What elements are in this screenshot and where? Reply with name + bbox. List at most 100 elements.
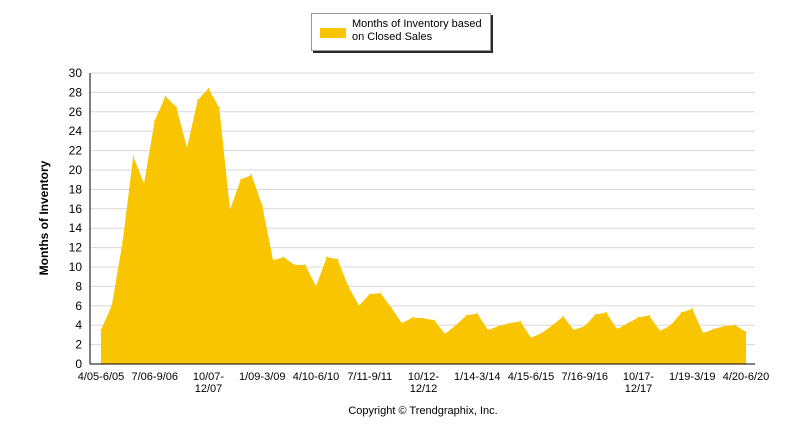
data-point	[336, 258, 339, 261]
data-point	[659, 330, 661, 332]
x-tick-label: 4/15-6/15	[508, 371, 554, 383]
data-point	[207, 87, 210, 90]
data-point	[734, 324, 737, 327]
y-tick-label: 2	[75, 338, 82, 352]
y-tick-label: 20	[69, 163, 83, 177]
data-point	[153, 119, 156, 122]
x-tick-label: 10/12-12/12	[408, 371, 440, 395]
legend-label: Months of Inventory based on Closed Sale…	[352, 18, 484, 44]
data-point	[691, 307, 694, 310]
x-tick-label: 7/11-9/11	[347, 371, 392, 383]
data-point	[121, 241, 124, 244]
y-tick-label: 18	[69, 182, 83, 196]
axes	[89, 73, 755, 365]
y-tick-label: 24	[69, 124, 83, 138]
data-point	[325, 256, 328, 259]
data-point	[487, 329, 489, 331]
data-point	[293, 264, 296, 266]
y-tick-label: 4	[75, 318, 82, 332]
x-tick-labels: 4/05-6/05 7/06-9/06 10/07-12/07 1/09-3/09 4/…	[78, 371, 769, 395]
data-point	[100, 329, 102, 331]
data-point	[239, 178, 242, 181]
data-point	[519, 320, 522, 323]
x-tick-label: 7/06-9/06	[132, 371, 178, 383]
data-point	[444, 333, 446, 335]
y-tick-label: 8	[75, 279, 82, 293]
data-point	[132, 155, 135, 158]
y-tick-label: 0	[75, 357, 82, 371]
data-point	[282, 256, 285, 259]
data-point	[175, 106, 178, 108]
x-tick-label: 7/16-9/16	[562, 371, 608, 383]
data-point	[304, 264, 307, 266]
y-tick-label: 14	[69, 221, 83, 235]
data-point	[164, 95, 167, 98]
data-point	[562, 315, 565, 318]
data-point	[583, 325, 586, 327]
y-tick-label: 12	[69, 241, 83, 255]
x-tick-label: 10/07-12/07	[193, 371, 225, 395]
y-tick-label: 26	[69, 105, 83, 119]
x-tick-label: 1/19-3/19	[669, 371, 715, 383]
y-axis-label: Months of Inventory	[37, 160, 51, 275]
data-point	[250, 174, 253, 176]
data-point	[465, 314, 468, 317]
data-point	[433, 319, 436, 322]
data-point	[551, 324, 554, 327]
data-point	[605, 311, 608, 314]
data-point	[497, 325, 500, 327]
data-point	[648, 314, 651, 317]
data-point	[358, 305, 360, 307]
data-point	[637, 316, 640, 319]
data-point	[573, 329, 575, 331]
data-point	[390, 306, 393, 309]
data-point	[594, 313, 597, 316]
data-point	[530, 337, 532, 339]
data-point	[616, 328, 618, 330]
data-point	[476, 312, 479, 315]
x-tick-label: 1/09-3/09	[239, 371, 285, 383]
data-point	[712, 328, 715, 330]
data-point	[508, 322, 511, 325]
y-tick-label: 28	[69, 85, 83, 99]
data-point	[186, 146, 188, 149]
data-point	[540, 332, 543, 334]
data-point	[347, 285, 350, 288]
data-point	[723, 325, 726, 327]
y-tick-label: 22	[69, 144, 83, 158]
data-point	[745, 331, 747, 333]
data-point	[229, 208, 231, 211]
data-point	[454, 324, 457, 327]
y-tick-label: 6	[75, 299, 82, 313]
data-point	[401, 322, 403, 325]
y-tick-label: 10	[69, 260, 83, 274]
data-point	[272, 259, 274, 262]
series-area	[100, 87, 747, 365]
data-point	[626, 322, 629, 325]
data-point	[143, 182, 145, 185]
x-tick-label: 4/10-6/10	[293, 371, 339, 383]
data-point	[669, 324, 672, 327]
x-tick-label: 10/17-12/17	[623, 371, 655, 395]
data-point	[411, 316, 414, 319]
x-tick-label: 1/14-3/14	[454, 371, 500, 383]
data-point	[218, 107, 221, 109]
x-tick-label: 4/05-6/05	[78, 371, 124, 383]
data-point	[315, 285, 317, 288]
data-point	[702, 332, 704, 334]
data-point	[110, 305, 113, 307]
data-point	[680, 311, 683, 314]
data-point	[368, 293, 371, 295]
legend: Months of Inventory based on Closed Sale…	[311, 13, 491, 51]
copyright-text: Copyright © Trendgraphix, Inc.	[348, 405, 497, 417]
y-tick-label: 16	[69, 202, 83, 216]
series-area-path	[101, 88, 746, 365]
x-tick-label: 4/20-6/20	[723, 371, 769, 383]
data-point	[261, 205, 264, 207]
data-point	[379, 292, 382, 294]
legend-label-line1: Months of Inventory based	[352, 18, 482, 30]
legend-label-line2: on Closed Sales	[352, 31, 433, 43]
y-tick-label: 30	[69, 66, 83, 80]
